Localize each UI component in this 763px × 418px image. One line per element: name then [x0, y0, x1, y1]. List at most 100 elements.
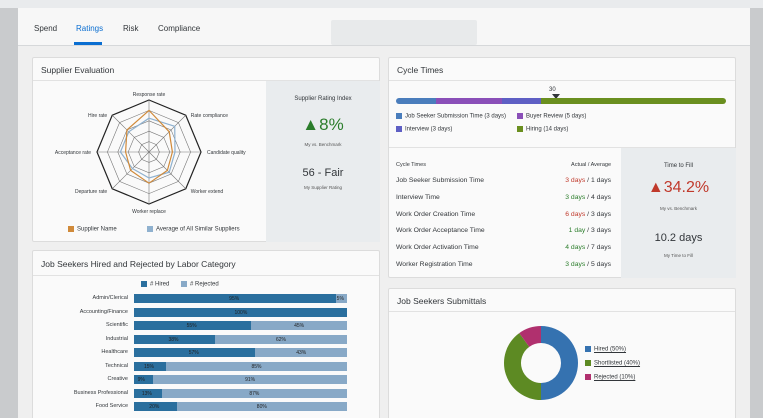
- rejected-bar-label: 91%: [245, 377, 256, 383]
- rejected-bar-label: 45%: [294, 323, 305, 329]
- legend-label: # Hired: [150, 281, 170, 288]
- submittals-card: Job Seekers Submittals Hired (50%) Shortl…: [388, 288, 736, 418]
- tab-risk[interactable]: Risk: [123, 24, 139, 33]
- rejected-bar: [255, 348, 347, 357]
- radar-axis-label: Worker extend: [191, 189, 224, 195]
- rejected-bar: [176, 402, 347, 411]
- rating-caption: My Supplier Rating: [303, 185, 343, 190]
- rejected-bar-label: 85%: [251, 363, 262, 370]
- rejected-bar-label: 87%: [249, 390, 260, 397]
- card-divider: [389, 80, 735, 81]
- legend-submission: Job Seeker Submission Time (3 days): [396, 113, 506, 120]
- radar-axis-label: Response rate: [133, 92, 166, 98]
- tab-bar: Spend Ratings Risk Compliance: [18, 8, 750, 46]
- hired-bar-label: 20%: [149, 404, 160, 410]
- labor-category-label: Business Professional: [73, 389, 128, 396]
- tab-ratings[interactable]: Ratings: [76, 24, 104, 33]
- col-header-cycle-times: Cycle Times: [396, 162, 426, 168]
- labor-category-label: Accounting/Finance: [79, 308, 128, 315]
- supplier-rating-panel: Supplier Rating Index ▲8% My vs. Benchma…: [266, 81, 380, 242]
- tab-compliance[interactable]: Compliance: [158, 24, 201, 33]
- legend-label: Rejected (10%): [594, 374, 636, 381]
- labor-category-label: Technical: [105, 362, 128, 369]
- labor-category-label: Healthcare: [101, 349, 128, 355]
- cycle-row-value: 4 days / 7 days: [565, 244, 611, 251]
- rejected-bar-label: 80%: [256, 404, 267, 410]
- cycle-row-average: / 3 days: [585, 210, 611, 218]
- cycle-row-actual: 3 days: [565, 261, 586, 268]
- radar-spoke: [112, 115, 150, 153]
- legend-swatch: [517, 126, 523, 132]
- top-bar: [0, 0, 763, 8]
- hired-bar-label: 55%: [186, 323, 197, 329]
- cycle-row-value: 1 day / 3 days: [569, 227, 611, 234]
- cycle-bar-segment: [396, 98, 436, 104]
- hired-bar: [134, 388, 162, 398]
- radar-axis-label: Candidate quality: [207, 150, 246, 156]
- rejected-bar: [251, 321, 347, 330]
- cycle-row-label: Work Order Creation Time: [396, 210, 476, 218]
- cycle-row-label: Work Order Acceptance Time: [396, 227, 485, 235]
- legend-swatch: [517, 113, 523, 119]
- labor-category-label: Industrial: [105, 335, 128, 342]
- card-divider: [33, 80, 379, 81]
- legend-supplier-label: Supplier Name: [77, 226, 117, 233]
- labor-category-title: Job Seekers Hired and Rejected by Labor …: [41, 259, 236, 269]
- cycle-row-value: 6 days / 3 days: [565, 211, 611, 218]
- hired-bar-label: 9%: [137, 377, 145, 383]
- cycle-row-label: Job Seeker Submission Time: [396, 177, 485, 184]
- hired-bar-label: 13%: [141, 390, 152, 397]
- header-placeholder-button[interactable]: [331, 20, 477, 45]
- cycle-stacked-bar: [396, 98, 726, 104]
- cycle-row-actual: 6 days: [565, 210, 586, 218]
- radar-series-supplier: [124, 109, 174, 184]
- radar-axis-label: Acceptance rate: [55, 150, 91, 156]
- ttf-caption: My vs. Benchmark: [659, 206, 697, 211]
- legend-swatch: [396, 113, 402, 119]
- rejected-bar: [161, 388, 347, 398]
- supplier-rating-index-value: ▲8%: [266, 115, 380, 135]
- rejected-bar-label: 62%: [275, 336, 286, 343]
- rejected-bar: [214, 334, 347, 344]
- legend-rejected: # Rejected: [181, 281, 219, 288]
- supplier-rating-value: 56 - Fair: [302, 167, 344, 179]
- cycle-row-label: Interview Time: [396, 193, 440, 201]
- donut-slice: [541, 326, 578, 400]
- radar-chart: Response rate Rate compliance Candidate qu…: [55, 92, 246, 215]
- hired-bar: [134, 348, 256, 357]
- radar-spoke: [148, 115, 186, 153]
- hired-bar-label: 38%: [168, 336, 179, 343]
- cycle-row-label: Worker Registration Time: [396, 261, 473, 268]
- legend-swatch: [141, 281, 147, 287]
- col-header-actual-average: Actual / Average: [571, 162, 611, 168]
- rejected-bar: [153, 375, 347, 384]
- legend-similar: Average of All Similar Suppliers: [147, 226, 240, 233]
- legend-hired: # Hired: [141, 281, 169, 288]
- time-to-fill-panel: Time to Fill ▲34.2% My vs. Benchmark 10.…: [621, 148, 736, 278]
- radar-series-similar: [119, 117, 176, 179]
- radar-axis-label: Rate compliance: [191, 113, 228, 119]
- submittals-title: Job Seekers Submittals: [397, 296, 487, 306]
- cycle-row-value: 3 days / 1 days: [565, 177, 611, 184]
- card-divider: [33, 275, 379, 276]
- hired-bar: [134, 402, 177, 411]
- donut-slice: [504, 333, 541, 400]
- donut-legend-item: Hired (50%): [585, 346, 626, 353]
- donut-slice: [519, 326, 541, 347]
- legend-swatch: [396, 126, 402, 132]
- cycle-marker-icon: [552, 94, 560, 99]
- legend-label: Hiring (14 days): [526, 126, 569, 133]
- trend-up-icon: ▲: [302, 115, 320, 134]
- legend-swatch: [585, 360, 591, 366]
- rejected-bar: [336, 294, 347, 303]
- legend-label: Shortlisted (40%): [594, 360, 641, 367]
- labor-category-label: Admin/Clerical: [92, 295, 128, 301]
- cycle-row-actual: 3 days: [565, 193, 586, 201]
- tab-spend[interactable]: Spend: [34, 24, 58, 33]
- active-tab-indicator: [74, 42, 102, 45]
- legend-interview: Interview (3 days): [396, 126, 452, 133]
- donut-legend-item: Rejected (10%): [585, 374, 635, 381]
- cycle-times-card: Cycle Times 30 Job Seeker Submission Tim…: [388, 57, 736, 278]
- legend-label: Job Seeker Submission Time (3 days): [405, 113, 507, 120]
- donut-legend-item: Shortlisted (40%): [585, 360, 640, 367]
